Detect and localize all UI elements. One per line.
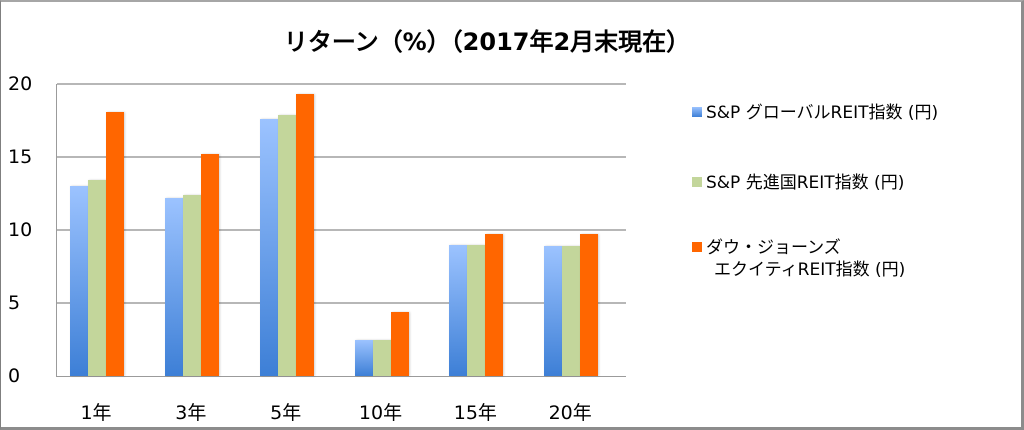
bar: [295, 94, 314, 376]
legend-swatch-green: [692, 177, 702, 187]
chart-title: リターン（%）（2017年2月末現在）: [283, 28, 691, 56]
x-tick-label: 5年: [270, 402, 302, 424]
legend-item-sp-developed: S&P 先進国REIT指数 (円): [692, 172, 904, 194]
gridline: [57, 302, 626, 304]
bar: [372, 339, 391, 376]
plot-area: [56, 83, 626, 377]
y-tick-label: 5: [8, 292, 21, 314]
gridline: [57, 156, 626, 158]
legend-label-line2: エクイティREIT指数 (円): [714, 260, 906, 280]
legend-label: ダウ・ジョーンズ: [706, 238, 841, 258]
y-tick-label: 10: [8, 219, 33, 241]
gridline: [57, 229, 626, 231]
bar: [182, 194, 201, 376]
bar: [164, 197, 183, 376]
x-tick-label: 15年: [453, 402, 497, 424]
bar: [467, 244, 486, 376]
legend-swatch-orange: [692, 242, 702, 252]
bar: [88, 180, 106, 376]
y-tick-label: 0: [8, 365, 21, 387]
x-tick-label: 1年: [80, 402, 112, 424]
gridline: [57, 83, 626, 85]
bar: [259, 119, 278, 376]
bar: [562, 246, 581, 376]
x-tick-label: 10年: [358, 402, 403, 424]
y-tick-label: 20: [8, 73, 33, 95]
bar: [354, 339, 373, 376]
y-tick-label: 15: [8, 146, 33, 168]
legend-item-sp-global: S&P グローバルREIT指数 (円): [692, 102, 938, 124]
bar: [390, 311, 409, 376]
x-tick-label: 20年: [548, 402, 592, 424]
bar: [200, 154, 219, 376]
legend-swatch-blue: [692, 107, 702, 117]
bar: [70, 186, 88, 376]
bar: [485, 234, 504, 376]
bar: [580, 234, 599, 376]
x-tick-label: 3年: [175, 402, 207, 424]
legend-label: S&P 先進国REIT指数 (円): [706, 173, 905, 193]
bar: [544, 246, 563, 376]
legend-item-dow-jones: ダウ・ジョーンズ エクイティREIT指数 (円): [692, 237, 905, 281]
legend-label: S&P グローバルREIT指数 (円): [706, 103, 939, 123]
bar: [277, 114, 296, 376]
bar: [449, 244, 468, 376]
bar: [106, 111, 124, 376]
